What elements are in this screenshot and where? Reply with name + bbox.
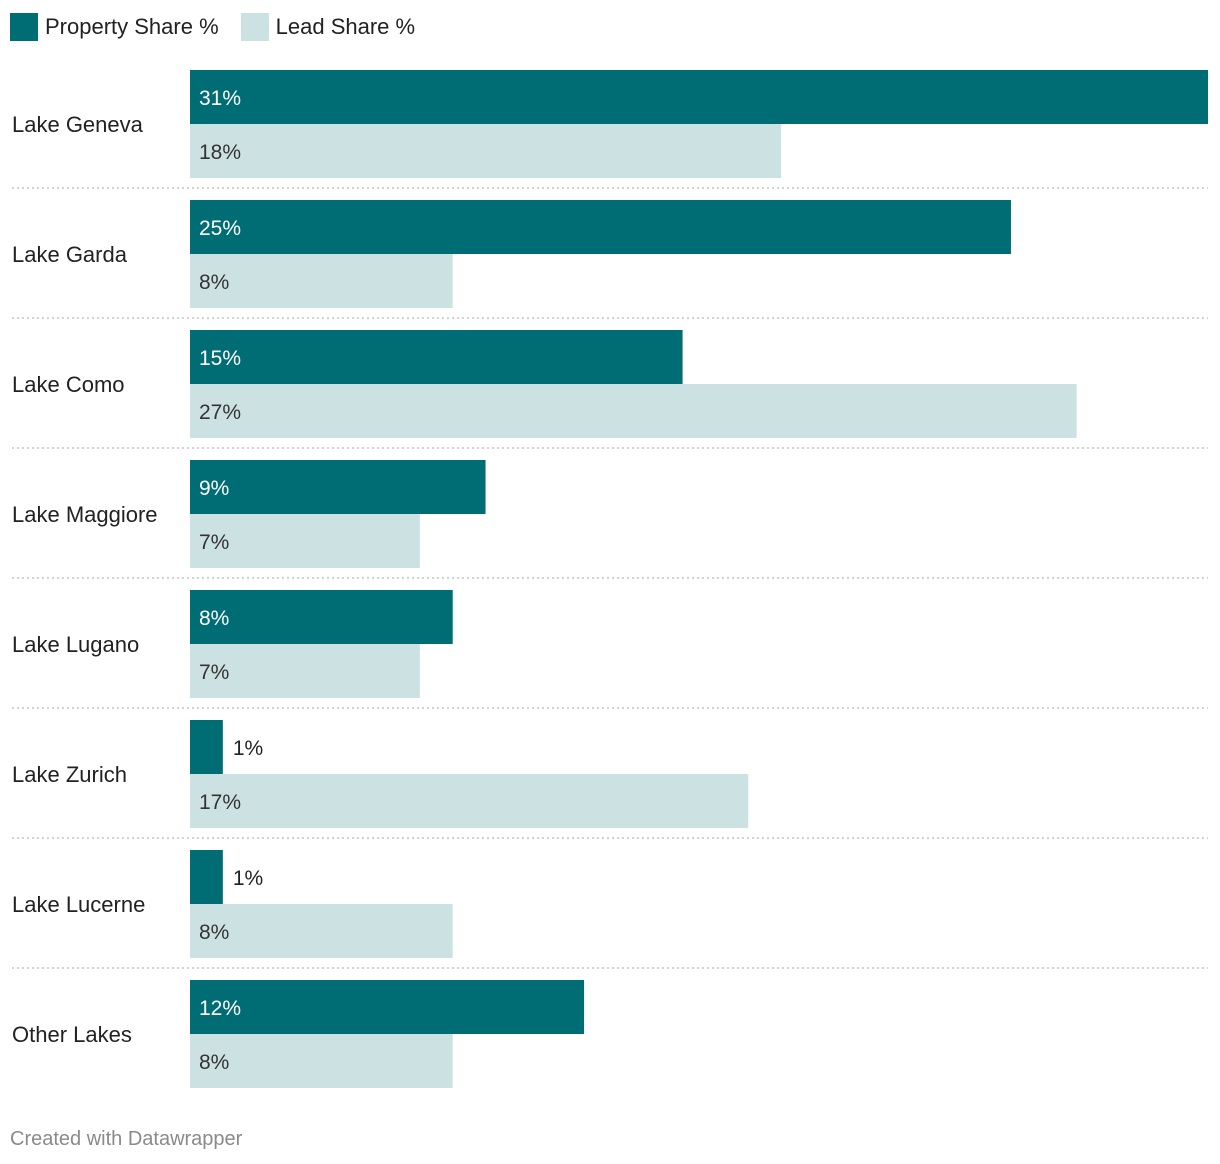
bar-other-lakes-series-2 (190, 1034, 453, 1088)
value-label-lake-maggiore-series-2: 7% (199, 531, 229, 554)
value-label-other-lakes-series-1: 12% (199, 997, 241, 1020)
value-label-lake-como-series-1: 15% (199, 347, 241, 370)
category-label-lake-zurich: Lake Zurich (12, 762, 127, 787)
bar-lake-zurich-series-2 (190, 774, 749, 828)
value-label-other-lakes-series-2: 8% (199, 1051, 229, 1074)
value-label-lake-zurich-series-1: 1% (233, 737, 263, 760)
value-label-lake-garda-series-2: 8% (199, 271, 229, 294)
bar-lake-garda-series-1 (190, 200, 1011, 254)
bar-lake-lugano-series-2 (190, 644, 420, 698)
value-label-lake-como-series-2: 27% (199, 401, 241, 424)
bar-lake-geneva-series-2 (190, 124, 782, 178)
bar-lake-garda-series-2 (190, 254, 453, 308)
bar-lake-geneva-series-1 (190, 70, 1208, 124)
value-label-lake-geneva-series-1: 31% (199, 87, 241, 110)
legend-item-lead-share: Lead Share % (240, 13, 416, 41)
bar-lake-como-series-1 (190, 330, 683, 384)
category-label-lake-maggiore: Lake Maggiore (12, 502, 158, 527)
value-label-lake-lugano-series-1: 8% (199, 607, 229, 630)
legend-swatch-lead-share (240, 13, 269, 41)
legend-label-property-share: Property Share % (45, 14, 219, 39)
bar-lake-como-series-2 (190, 384, 1077, 438)
bar-lake-lugano-series-1 (190, 590, 453, 644)
bar-lake-maggiore-series-1 (190, 460, 486, 514)
value-label-lake-garda-series-1: 25% (199, 217, 241, 240)
bar-lake-maggiore-series-2 (190, 514, 420, 568)
bar-other-lakes-series-1 (190, 980, 585, 1034)
legend: Property Share % Lead Share % (10, 13, 437, 41)
category-label-lake-lucerne: Lake Lucerne (12, 892, 145, 917)
bar-lake-lucerne-series-1 (190, 850, 223, 904)
bar-lake-zurich-series-1 (190, 720, 223, 774)
category-label-lake-lugano: Lake Lugano (12, 632, 139, 657)
legend-swatch-property-share (10, 13, 38, 41)
category-label-lake-como: Lake Como (12, 372, 125, 397)
category-label-lake-garda: Lake Garda (12, 242, 128, 267)
value-label-lake-lugano-series-2: 7% (199, 661, 229, 684)
category-label-lake-geneva: Lake Geneva (12, 112, 144, 137)
legend-label-lead-share: Lead Share % (275, 14, 416, 39)
bar-lake-lucerne-series-2 (190, 904, 453, 958)
value-label-lake-maggiore-series-1: 9% (199, 477, 229, 500)
value-label-lake-zurich-series-2: 17% (199, 791, 241, 814)
legend-item-property-share: Property Share % (10, 13, 219, 41)
footer-credit: Created with Datawrapper (10, 1128, 243, 1150)
value-label-lake-geneva-series-2: 18% (199, 141, 241, 164)
value-label-lake-lucerne-series-1: 1% (233, 867, 263, 890)
value-label-lake-lucerne-series-2: 8% (199, 921, 229, 944)
category-label-other-lakes: Other Lakes (12, 1022, 132, 1047)
